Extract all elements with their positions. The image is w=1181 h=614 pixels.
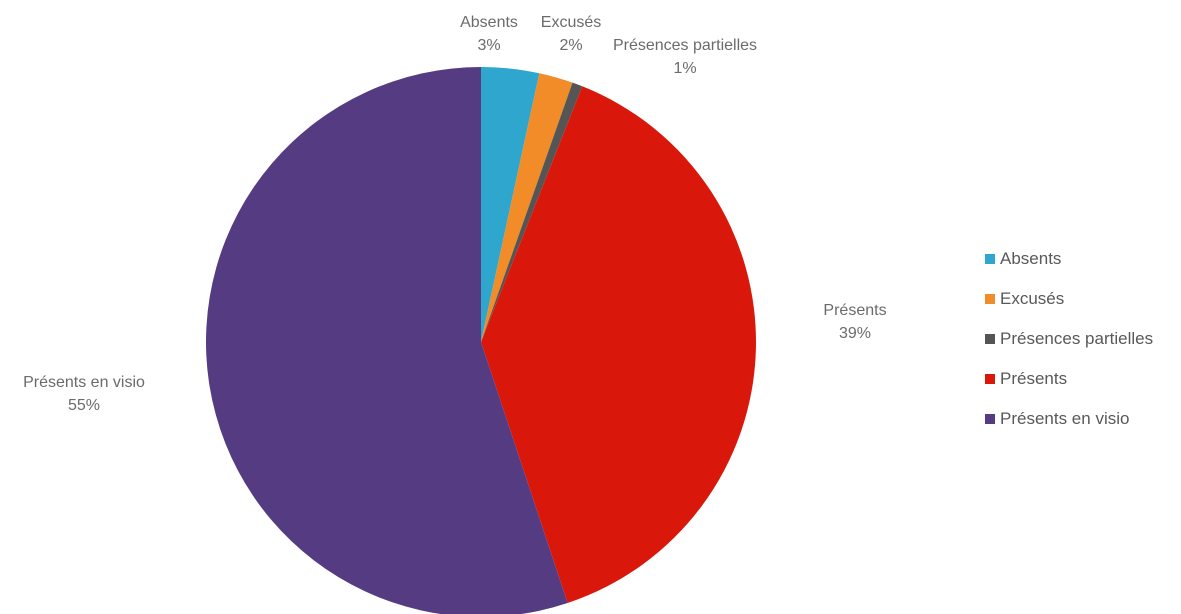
data-label-percent-presents-en-visio: 55% xyxy=(68,397,100,414)
pie-slice-absents xyxy=(481,67,540,342)
legend-label-absents: Absents xyxy=(1000,249,1061,268)
data-label-category-excuses: Excusés xyxy=(541,14,601,31)
pie-slice-excuses xyxy=(481,73,573,342)
legend-swatch-presents-en-visio xyxy=(985,414,995,424)
pie-slice-presents-en-visio xyxy=(206,67,568,614)
pie-slices xyxy=(206,67,756,614)
legend-swatch-presences-partielles xyxy=(985,334,995,344)
data-label-percent-presents: 39% xyxy=(839,325,871,342)
legend-label-presents: Présents xyxy=(1000,369,1067,388)
data-label-category-presents: Présents xyxy=(823,302,886,319)
pie-slice-presences-partielles xyxy=(481,82,583,343)
legend-swatch-excuses xyxy=(985,294,995,304)
legend-swatch-presents xyxy=(985,374,995,384)
pie-data-labels: Absents 3% Excusés 2% Présences partielles 1%… xyxy=(23,14,886,414)
pie-slice-presents xyxy=(481,86,756,603)
legend-label-excuses: Excusés xyxy=(1000,289,1064,308)
data-label-category-absents: Absents xyxy=(460,14,518,31)
legend-label-presences-partielles: Présences partielles xyxy=(1000,329,1153,348)
data-label-percent-absents: 3% xyxy=(477,37,500,54)
legend-label-presents-en-visio: Présents en visio xyxy=(1000,409,1129,428)
data-label-percent-excuses: 2% xyxy=(559,37,582,54)
data-label-percent-presences-partielles: 1% xyxy=(673,60,696,77)
legend: Absents Excusés Présences partielles Présen… xyxy=(985,249,1153,428)
data-label-category-presents-en-visio: Présents en visio xyxy=(23,374,145,391)
legend-swatch-absents xyxy=(985,254,995,264)
data-label-category-presences-partielles: Présences partielles xyxy=(613,37,757,54)
